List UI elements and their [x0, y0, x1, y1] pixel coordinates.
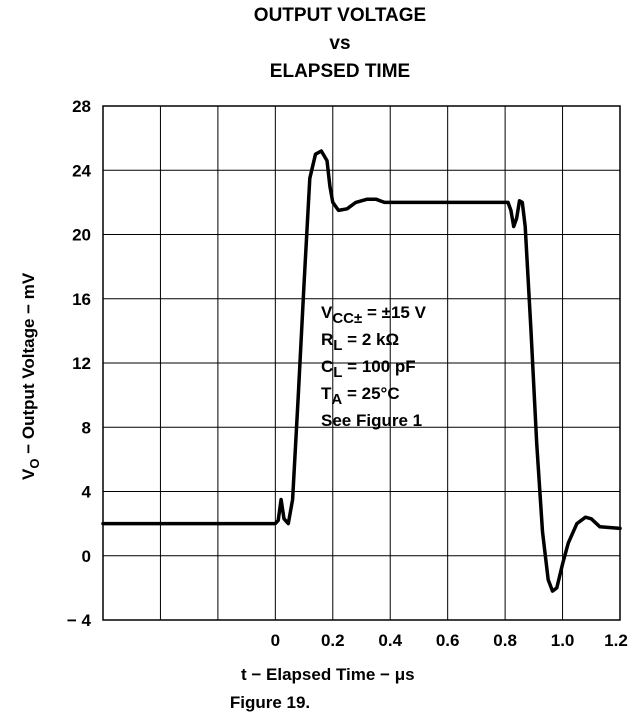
- series-line: [101, 149, 622, 593]
- annotation-rl: RL = 2 kΩ: [321, 330, 399, 354]
- y-axis-label: VO − Output Voltage − mV: [19, 272, 42, 480]
- annotation-cl: CL = 100 pF: [321, 357, 416, 381]
- x-tick-label: 1.0: [551, 631, 575, 650]
- x-tick-label: 0.6: [436, 631, 460, 650]
- y-tick-label: 0: [82, 547, 91, 566]
- y-tick-label: 16: [72, 290, 91, 309]
- y-tick-label: 8: [82, 418, 91, 437]
- chart-title-line-2: vs: [329, 33, 351, 54]
- x-tick-label: 1.2: [604, 631, 628, 650]
- x-tick-label: 0.2: [321, 631, 345, 650]
- chart-title-line-3: ELAPSED TIME: [269, 61, 411, 82]
- x-tick-label: 0.8: [493, 631, 517, 650]
- y-tick-labels: 28 24 20 16 12 8 4 0 − 4: [67, 97, 92, 630]
- grid: [103, 106, 620, 620]
- x-tick-labels: 0 0.2 0.4 0.6 0.8 1.0 1.2: [271, 631, 628, 650]
- chart-title-line-1: OUTPUT VOLTAGE: [253, 5, 427, 26]
- x-axis-label: t − Elapsed Time − μs: [241, 665, 415, 684]
- y-tick-label: − 4: [67, 611, 92, 630]
- figure-caption: Figure 19.: [229, 693, 311, 712]
- annotation-ta: TA = 25°C: [321, 384, 400, 408]
- annotation-see-figure: See Figure 1: [321, 411, 422, 430]
- y-tick-label: 24: [72, 161, 91, 180]
- x-tick-label: 0.4: [378, 631, 402, 650]
- x-tick-label: 0: [271, 631, 280, 650]
- y-tick-label: 4: [82, 483, 92, 502]
- y-tick-label: 28: [72, 97, 91, 116]
- plot-frame: [102, 105, 621, 621]
- y-tick-label: 20: [72, 226, 91, 245]
- annotation-vcc: VCC± = ±15 V: [321, 303, 427, 327]
- conditions-annotation: VCC± = ±15 V RL = 2 kΩ CL = 100 pF TA = …: [321, 303, 427, 430]
- y-tick-label: 12: [72, 354, 91, 373]
